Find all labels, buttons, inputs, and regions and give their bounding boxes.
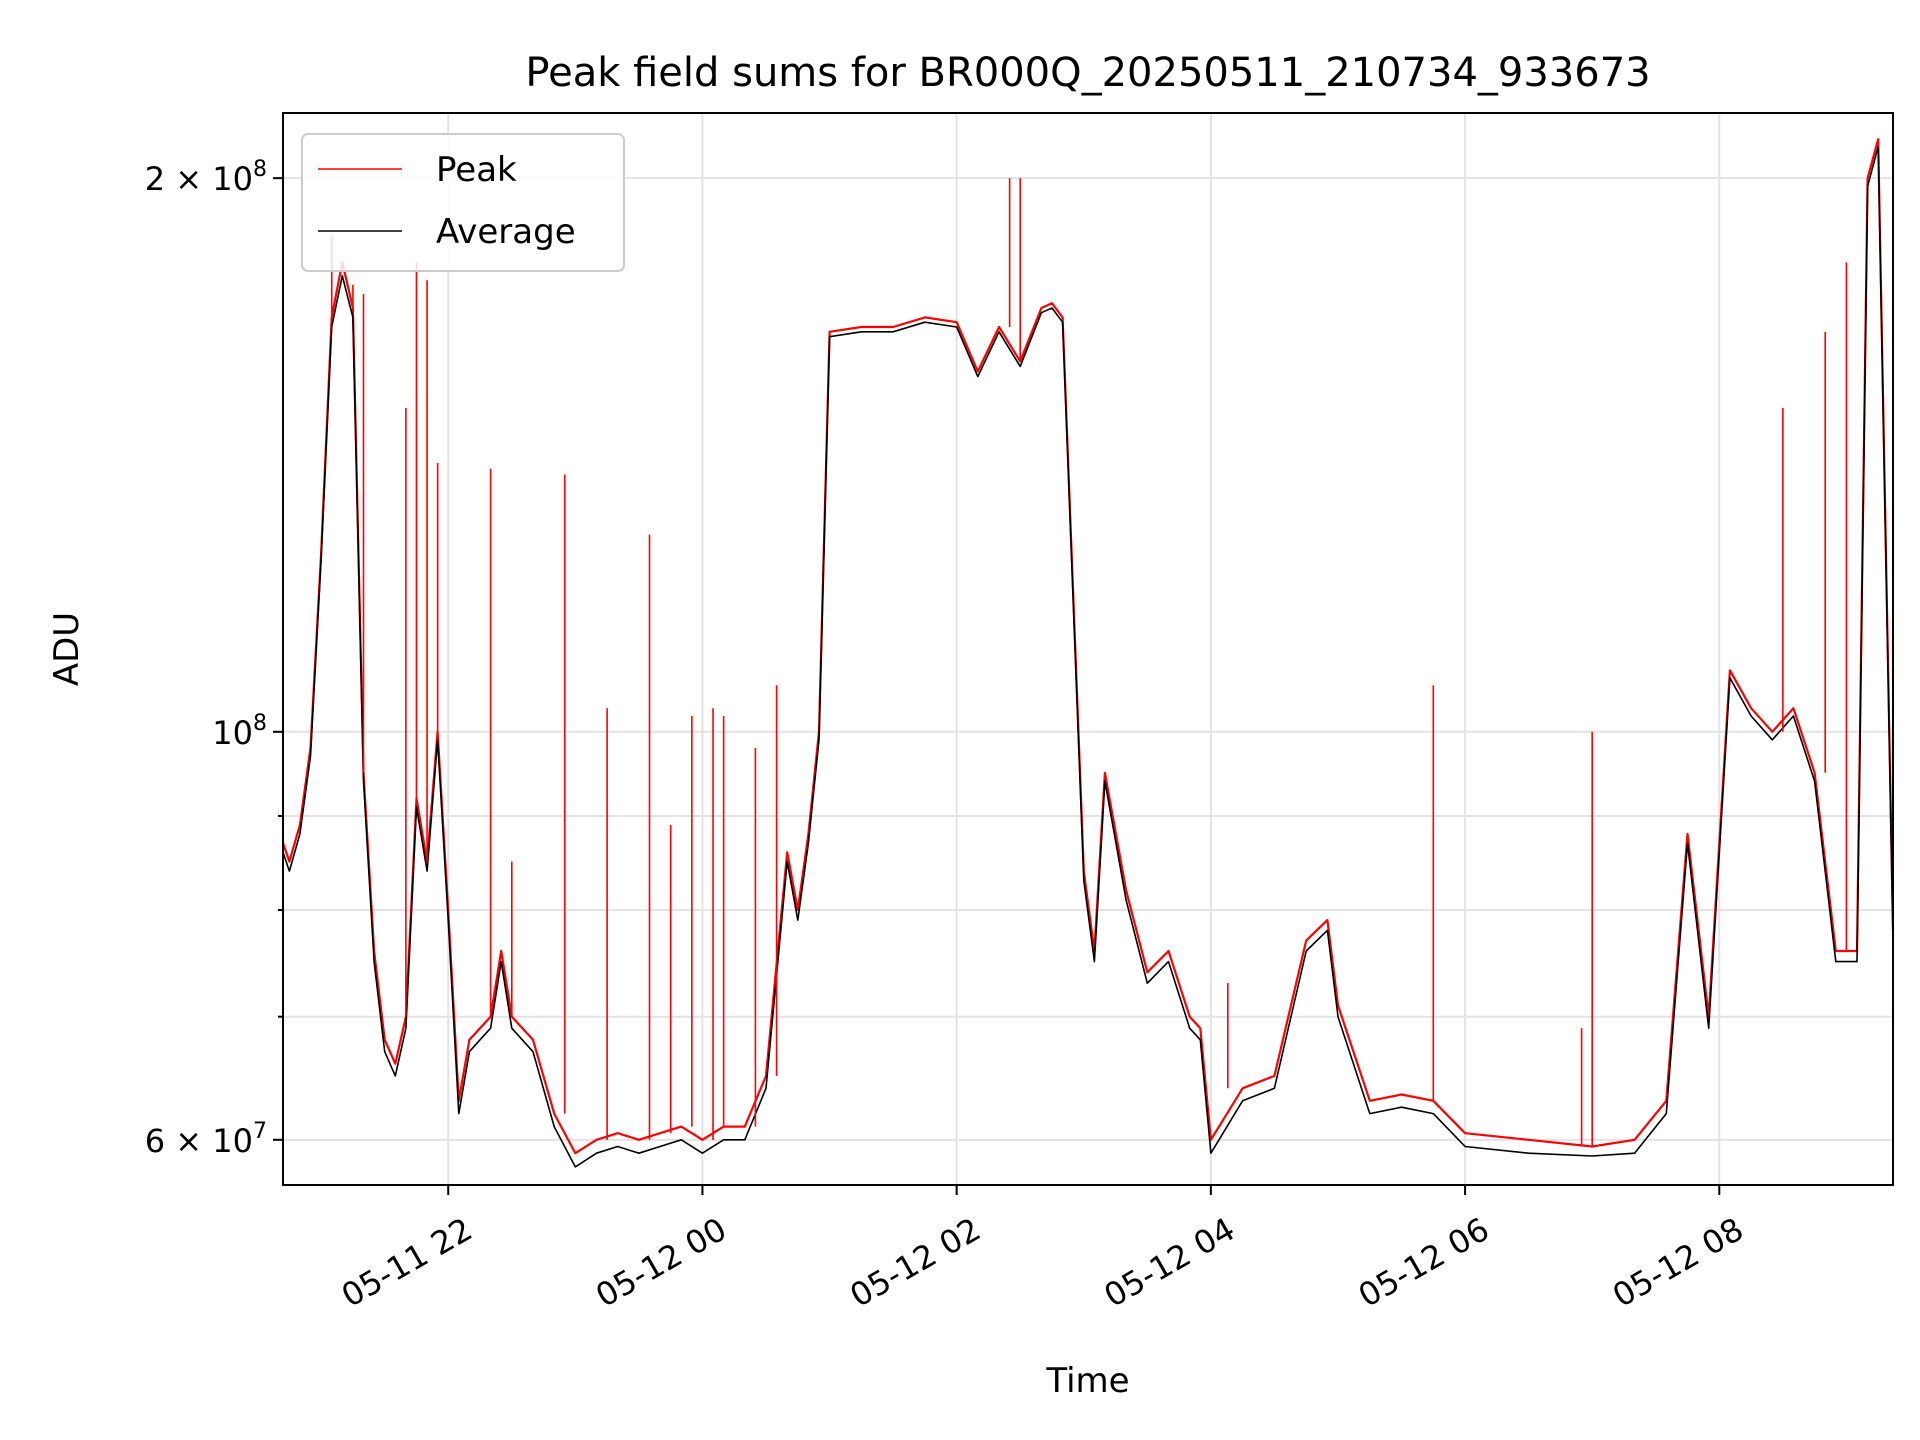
x-tick-label: 05-12 02 xyxy=(843,1210,987,1315)
legend-label-average: Average xyxy=(436,212,576,252)
x-tick-label: 05-11 22 xyxy=(335,1210,479,1315)
y-axis-label: ADU xyxy=(47,612,87,686)
legend-label-peak: Peak xyxy=(436,150,517,190)
x-tick-label: 05-12 06 xyxy=(1352,1210,1496,1315)
y-tick-label: 6 × 107 xyxy=(145,1119,267,1160)
series-line-average xyxy=(282,146,1894,1168)
x-tick-label: 05-12 04 xyxy=(1098,1210,1242,1315)
x-tick-label: 05-12 08 xyxy=(1606,1210,1750,1315)
plot-frame xyxy=(282,112,1894,1186)
grid-layer xyxy=(283,113,1893,1185)
x-axis-label: Time xyxy=(1045,1361,1129,1401)
series-line-peak xyxy=(281,138,1895,1155)
plot-area xyxy=(281,138,1895,1168)
tick-layer: 05-11 22 05-12 00 05-12 02 05-12 04 05-12 06… xyxy=(145,157,1750,1315)
y-tick-label: 2 × 108 xyxy=(145,157,267,198)
y-tick-label: 108 xyxy=(212,711,267,752)
legend: Peak Average xyxy=(301,133,625,272)
x-tick-label: 05-12 00 xyxy=(589,1210,733,1315)
chart-title: Peak field sums for BR000Q_20250511_2107… xyxy=(525,50,1650,96)
